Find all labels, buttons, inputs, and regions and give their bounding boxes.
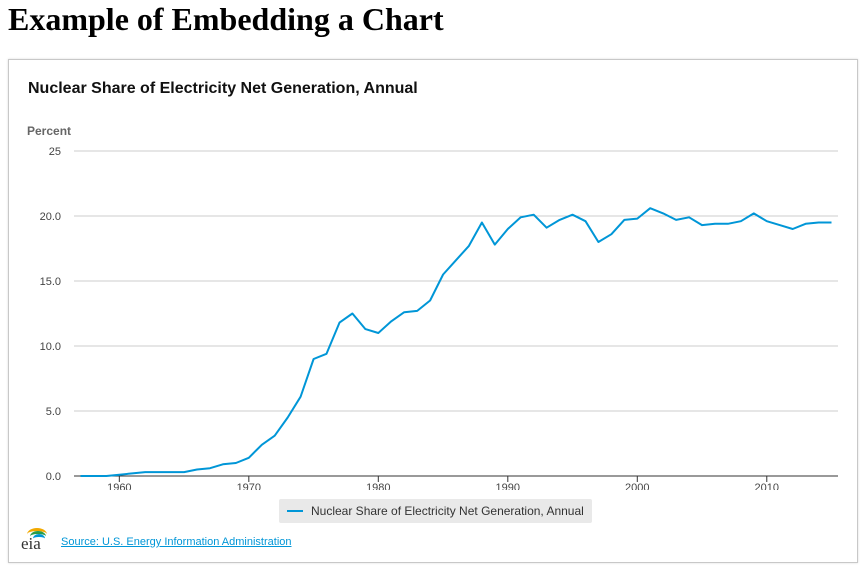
x-tick-label: 2010 <box>755 482 779 490</box>
x-tick-label: 1990 <box>496 482 520 490</box>
source-link[interactable]: Source: U.S. Energy Information Administ… <box>61 536 292 548</box>
x-tick-label: 1980 <box>366 482 390 490</box>
y-tick-label: 25 <box>49 146 61 158</box>
y-axis-label: Percent <box>27 124 71 138</box>
series-line <box>80 207 832 477</box>
chart-container: Nuclear Share of Electricity Net Generat… <box>8 59 858 563</box>
eia-logo: eia <box>21 526 51 553</box>
x-tick-label: 2000 <box>625 482 649 490</box>
line-chart: Percent 0.0 5.0 10.0 15.0 20.0 25 1960 1970 1980 1… <box>27 124 838 490</box>
legend-line-swatch <box>287 510 303 512</box>
y-tick-label: 20.0 <box>40 211 61 223</box>
eia-logo-text: eia <box>21 534 41 553</box>
legend-label: Nuclear Share of Electricity Net Generat… <box>311 504 584 518</box>
y-tick-label: 0.0 <box>46 471 61 483</box>
x-tick-label: 1970 <box>237 482 261 490</box>
chart-title: Nuclear Share of Electricity Net Generat… <box>28 80 418 97</box>
y-tick-label: 10.0 <box>40 341 61 353</box>
x-tick-label: 1960 <box>107 482 131 490</box>
source-row: eia Source: U.S. Energy Information Admi… <box>21 526 292 553</box>
page-heading: Example of Embedding a Chart <box>8 1 444 37</box>
y-tick-label: 5.0 <box>46 406 61 418</box>
y-tick-label: 15.0 <box>40 276 61 288</box>
legend-item[interactable]: Nuclear Share of Electricity Net Generat… <box>279 499 592 523</box>
